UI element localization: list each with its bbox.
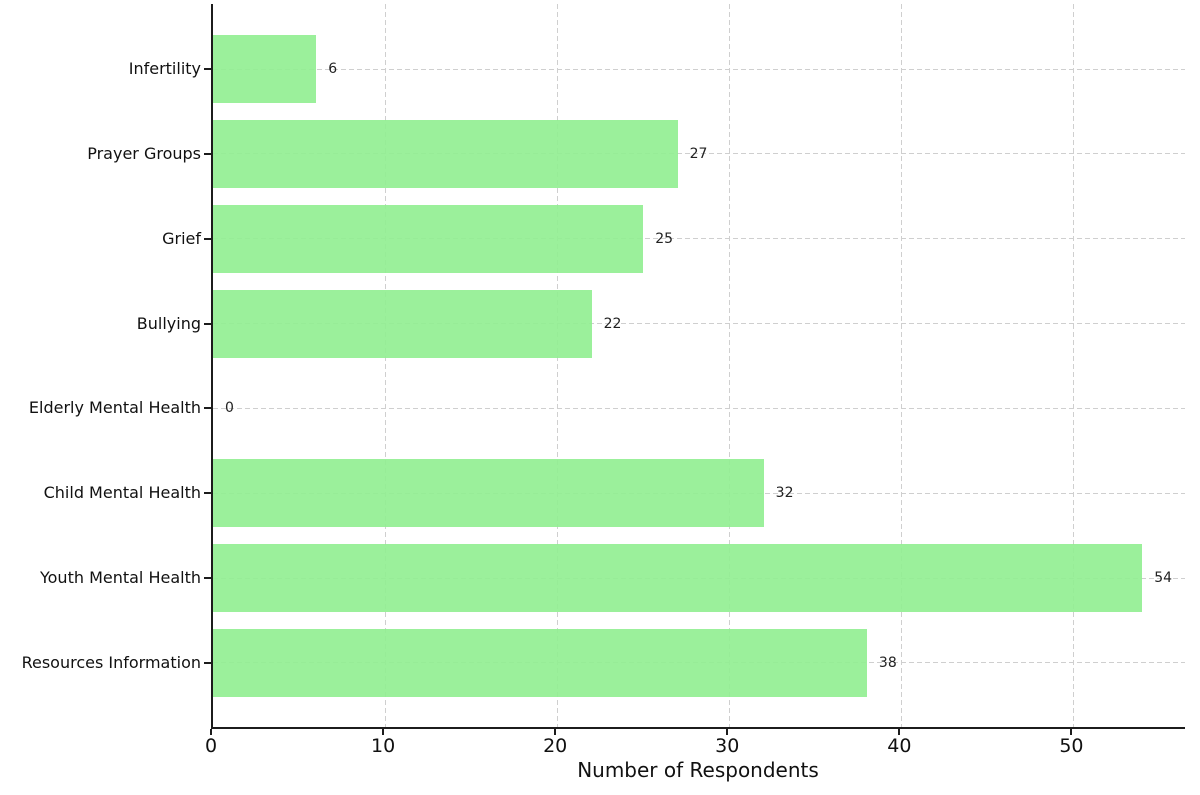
y-tick-label: Resources Information xyxy=(21,652,201,672)
y-tick-mark xyxy=(204,407,211,410)
v-gridline xyxy=(384,4,386,727)
y-tick-mark xyxy=(204,492,211,495)
x-tick-mark xyxy=(898,729,901,735)
bar-value-label: 27 xyxy=(689,145,708,162)
bar xyxy=(213,119,678,188)
v-gridline xyxy=(900,4,902,727)
h-gridline xyxy=(213,323,1185,325)
y-tick-label: Elderly Mental Health xyxy=(28,398,201,418)
x-tick-mark xyxy=(726,729,729,735)
bar-value-label: 54 xyxy=(1154,570,1173,587)
bar xyxy=(213,628,867,697)
y-tick-mark xyxy=(204,152,211,155)
x-tick-mark xyxy=(210,729,212,735)
bar-value-label: 38 xyxy=(878,654,897,671)
bar-value-label: 25 xyxy=(655,230,674,247)
h-gridline xyxy=(213,68,1185,70)
x-tick-mark xyxy=(554,729,557,735)
bar xyxy=(213,289,592,358)
y-tick-mark xyxy=(204,237,211,240)
h-gridline xyxy=(213,407,1185,409)
x-tick-mark xyxy=(382,729,385,735)
y-tick-mark xyxy=(204,661,211,664)
y-tick-mark xyxy=(204,68,211,70)
bar-value-label: 0 xyxy=(225,400,234,417)
h-gridline xyxy=(213,238,1185,240)
bar xyxy=(213,35,317,103)
x-tick-mark xyxy=(1070,729,1073,735)
y-tick-label: Infertility xyxy=(128,59,201,78)
y-tick-label: Child Mental Health xyxy=(43,483,201,503)
bar-value-label: 6 xyxy=(328,61,338,77)
plot-area: 6 27 25 22 0 32 54 38 xyxy=(211,4,1185,729)
x-tick-label: 10 xyxy=(370,735,396,757)
bar-value-label: 32 xyxy=(775,485,794,502)
x-tick-label: 0 xyxy=(204,735,218,757)
x-tick-label: 50 xyxy=(1059,735,1084,757)
bar xyxy=(213,544,1143,613)
v-gridline xyxy=(728,4,730,727)
x-tick-label: 30 xyxy=(715,735,740,757)
bar xyxy=(213,204,644,273)
x-axis-title: Number of Respondents xyxy=(577,758,819,782)
h-gridline xyxy=(213,153,1185,155)
y-tick-mark xyxy=(204,322,211,325)
x-tick-label: 20 xyxy=(543,735,568,757)
bar-value-label: 22 xyxy=(603,315,622,332)
v-gridline xyxy=(1072,4,1074,727)
y-tick-mark xyxy=(204,577,211,580)
v-gridline xyxy=(556,4,558,727)
y-tick-label: Prayer Groups xyxy=(87,143,201,163)
x-tick-label: 40 xyxy=(887,735,912,757)
y-tick-label: Youth Mental Health xyxy=(39,568,201,588)
bar xyxy=(213,459,764,528)
y-tick-label: Bullying xyxy=(136,313,201,333)
y-tick-label: Grief xyxy=(162,228,201,248)
